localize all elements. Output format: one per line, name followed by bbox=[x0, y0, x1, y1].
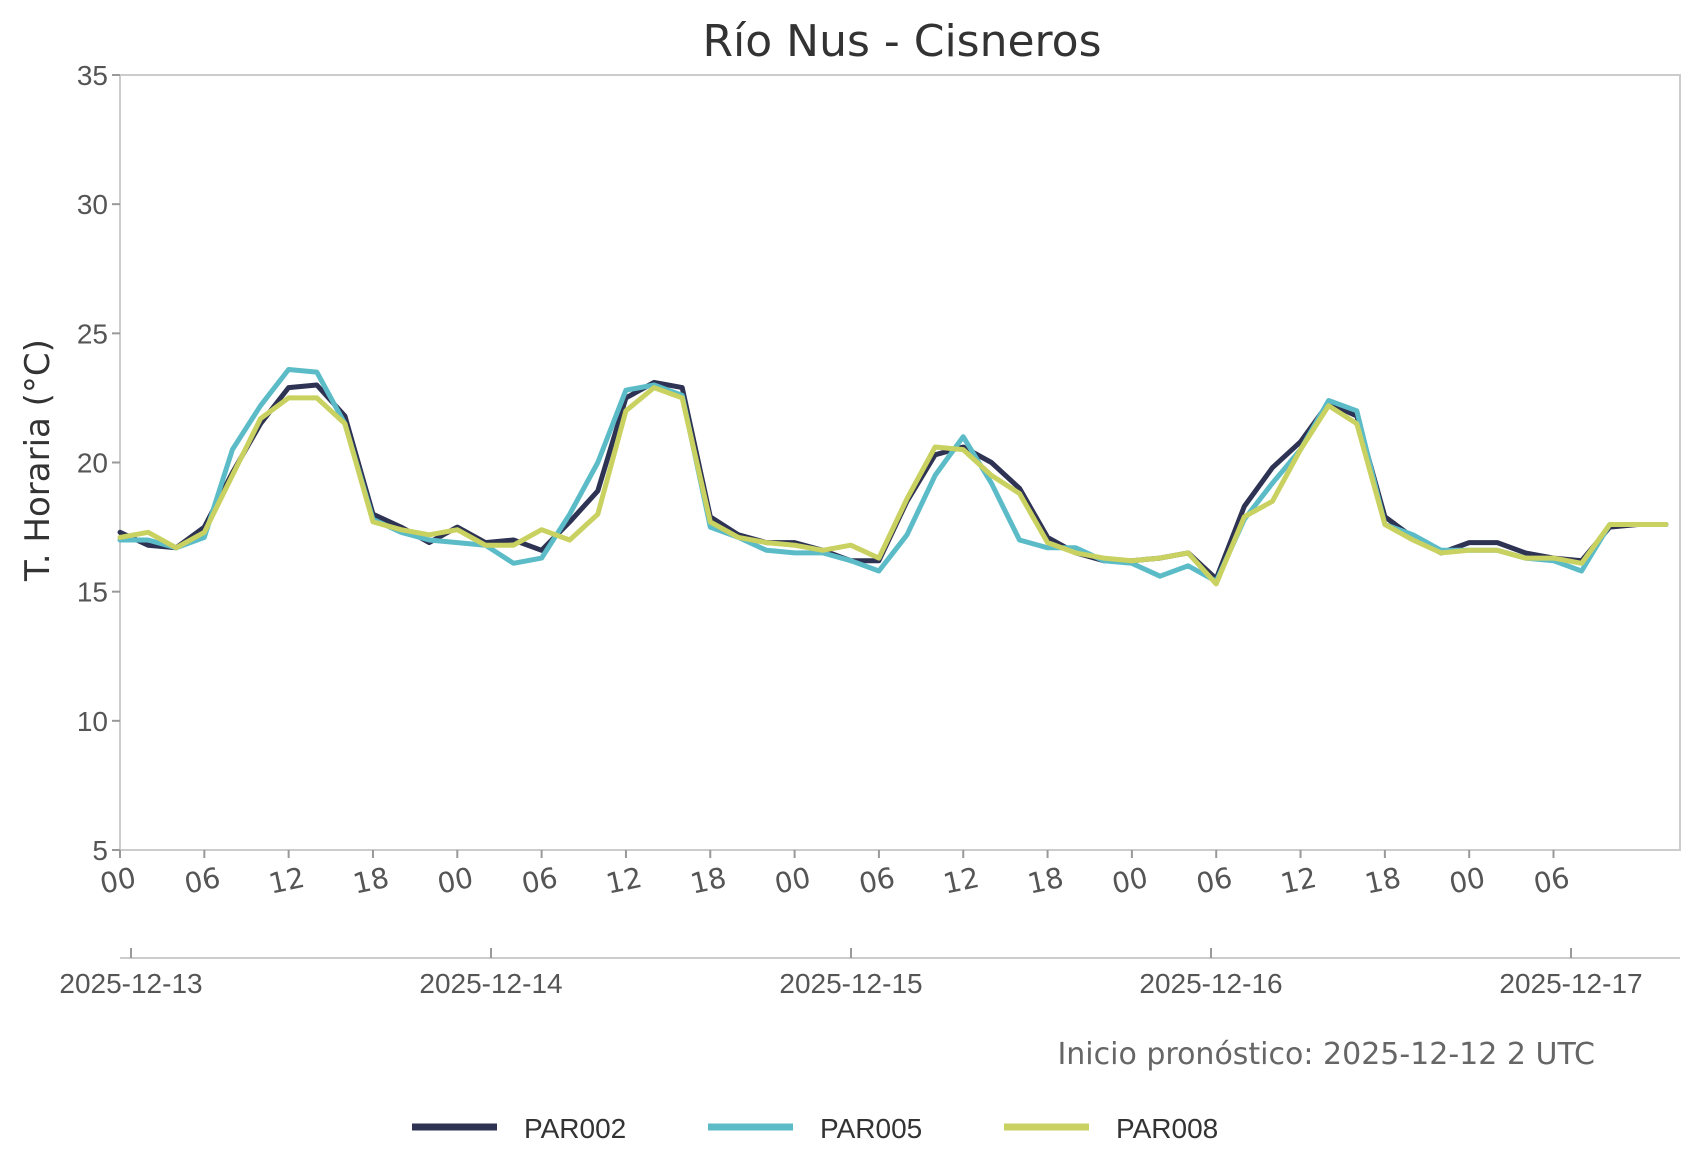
legend-label: PAR008 bbox=[1116, 1113, 1218, 1144]
forecast-start-note: Inicio pronóstico: 2025-12-12 2 UTC bbox=[1057, 1037, 1595, 1072]
x-date-tick-label: 2025-12-16 bbox=[1139, 968, 1282, 999]
y-axis-ticks: 5 10 15 20 25 30 35 bbox=[77, 60, 120, 866]
x-date-tick-label: 2025-12-17 bbox=[1499, 968, 1642, 999]
y-axis-label: T. Horaria (°C) bbox=[18, 339, 58, 582]
x-hour-tick-label: 06 bbox=[856, 861, 898, 901]
x-hour-tick-label: 18 bbox=[350, 861, 392, 901]
x-hour-tick-label: 00 bbox=[772, 861, 814, 901]
y-tick-label: 10 bbox=[77, 706, 108, 737]
x-date-tick-label: 2025-12-14 bbox=[419, 968, 562, 999]
chart-title: Río Nus - Cisneros bbox=[702, 16, 1101, 67]
x-hour-tick-label: 00 bbox=[1109, 861, 1151, 901]
legend: PAR002 PAR005 PAR008 bbox=[412, 1113, 1218, 1144]
x-hour-tick-label: 00 bbox=[434, 861, 476, 901]
x-hour-tick-label: 12 bbox=[603, 861, 645, 901]
y-tick-label: 35 bbox=[77, 60, 108, 91]
x-hour-tick-label: 18 bbox=[687, 861, 729, 901]
series-line-par008 bbox=[117, 385, 1669, 587]
y-tick-label: 25 bbox=[77, 318, 108, 349]
y-tick-label: 15 bbox=[77, 577, 108, 608]
series-lines bbox=[117, 367, 1669, 587]
y-tick-label: 5 bbox=[92, 835, 108, 866]
legend-label: PAR002 bbox=[524, 1113, 626, 1144]
x-hour-tick-label: 06 bbox=[181, 861, 223, 901]
x-hour-tick-label: 00 bbox=[1446, 861, 1488, 901]
x-hour-tick-label: 06 bbox=[1531, 861, 1573, 901]
x-hour-tick-label: 18 bbox=[1362, 861, 1404, 901]
x-axis-date-ticks: 2025-12-13 2025-12-14 2025-12-15 2025-12-16… bbox=[59, 948, 1643, 999]
legend-label: PAR005 bbox=[820, 1113, 922, 1144]
x-date-tick-label: 2025-12-15 bbox=[779, 968, 922, 999]
y-tick-label: 30 bbox=[77, 189, 108, 220]
x-hour-tick-label: 18 bbox=[1025, 861, 1067, 901]
x-axis-hour-ticks: 00 06 12 18 00 06 12 18 00 06 12 18 00 06 12 18 00 06 bbox=[97, 850, 1572, 901]
x-hour-tick-label: 06 bbox=[1193, 861, 1235, 901]
x-hour-tick-label: 00 bbox=[97, 861, 139, 901]
x-hour-tick-label: 12 bbox=[266, 861, 308, 901]
x-date-tick-label: 2025-12-13 bbox=[59, 968, 202, 999]
x-hour-tick-label: 12 bbox=[1278, 861, 1320, 901]
x-hour-tick-label: 12 bbox=[940, 861, 982, 901]
y-tick-label: 20 bbox=[77, 448, 108, 479]
x-hour-tick-label: 06 bbox=[519, 861, 561, 901]
